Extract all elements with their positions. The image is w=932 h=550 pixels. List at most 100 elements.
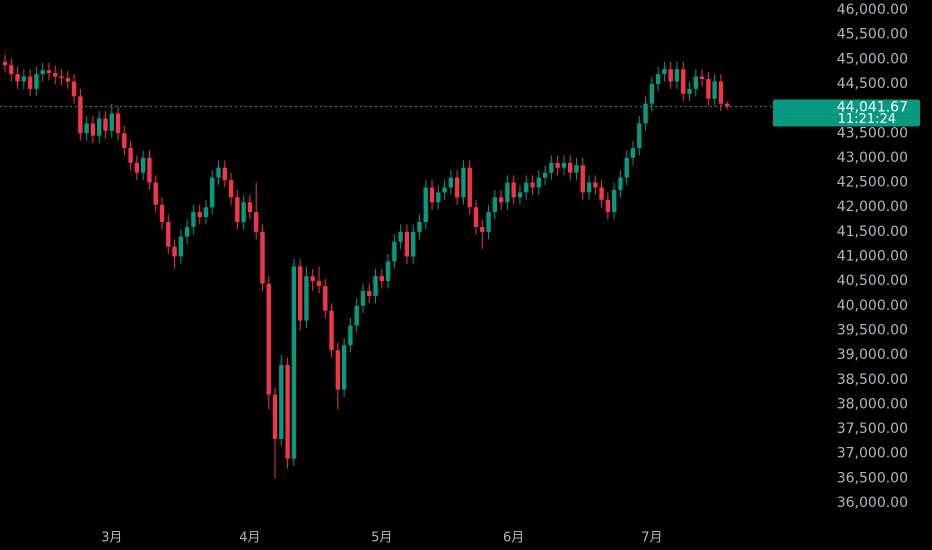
candle-body [461, 167, 466, 198]
candle-body [335, 350, 341, 390]
x-tick-label: 5月 [371, 531, 392, 546]
candle-body [97, 118, 102, 136]
candle-body [404, 231, 410, 257]
x-tick-label: 6月 [503, 531, 524, 546]
candle-body [549, 162, 554, 173]
candle-body [492, 197, 498, 213]
candle-body [304, 276, 309, 321]
candle-body [586, 182, 592, 193]
candle-body [454, 177, 460, 198]
y-tick-label: 40,500.00 [837, 273, 908, 289]
candle-body [316, 281, 322, 287]
candle-body [65, 78, 70, 82]
candle-body [323, 286, 328, 311]
candle-body [605, 199, 611, 213]
candle-body [329, 310, 334, 351]
candle-body [524, 182, 529, 193]
candle-body [184, 226, 190, 237]
candle-body [568, 162, 573, 173]
y-tick-label: 41,000.00 [837, 249, 908, 265]
candle-body [517, 192, 523, 198]
candle-body [593, 182, 598, 188]
candle-body [718, 81, 724, 104]
candle-body [2, 61, 8, 66]
candle-body [40, 70, 45, 75]
candle-body [210, 177, 215, 208]
candle-body [687, 88, 692, 94]
candle-body [153, 182, 158, 205]
y-tick-label: 36,500.00 [837, 470, 908, 486]
candle-body [655, 74, 661, 84]
candle-body [706, 79, 711, 99]
candle-body [178, 236, 184, 257]
candle-body [486, 212, 491, 232]
candle-body [235, 197, 240, 222]
candle-body [712, 81, 717, 99]
candle-body [115, 113, 121, 134]
candle-body [241, 202, 246, 222]
candle-body [310, 276, 315, 282]
candle-body [9, 65, 14, 75]
candle-body [693, 76, 698, 89]
y-tick-label: 42,500.00 [837, 175, 908, 191]
candle-body [480, 226, 485, 232]
candle-body [291, 266, 297, 459]
candle-body [341, 345, 347, 390]
candle-body [699, 76, 705, 80]
candle-body [247, 202, 253, 213]
y-tick-label: 38,000.00 [837, 396, 908, 412]
candle-body [498, 197, 504, 203]
candle-body [134, 162, 140, 173]
candle-body [574, 165, 579, 173]
candle-body [59, 76, 64, 79]
candle-body [203, 207, 209, 218]
y-tick-label: 46,000.00 [837, 2, 908, 18]
candle-body [505, 182, 510, 203]
candle-body [272, 394, 278, 439]
y-tick-label: 37,500.00 [837, 421, 908, 437]
price-box [773, 99, 920, 127]
candle-body [78, 96, 83, 134]
candle-body [367, 291, 372, 296]
candle-body [417, 221, 422, 232]
candle-body [668, 69, 673, 82]
candle-body [637, 123, 642, 149]
candle-body [662, 69, 667, 75]
candle-body [21, 76, 27, 82]
countdown: 11:21:24 [838, 112, 896, 127]
candle-body [103, 118, 108, 131]
candle-body [15, 74, 20, 82]
candle-body [681, 69, 686, 94]
y-tick-label: 41,500.00 [837, 224, 908, 240]
candle-body [159, 204, 165, 222]
candle-body [373, 276, 378, 296]
candle-body [90, 123, 96, 136]
candle-body [442, 187, 447, 193]
candle-body [109, 113, 114, 131]
candle-body [411, 231, 416, 257]
candle-body [511, 182, 516, 198]
candle-body [599, 187, 604, 200]
y-tick-label: 40,000.00 [837, 298, 908, 314]
candle-body [216, 167, 221, 178]
candle-body [285, 364, 290, 459]
candle-body [354, 305, 359, 326]
x-tick-label: 7月 [641, 531, 662, 546]
candle-body [140, 157, 146, 173]
candle-body [348, 325, 353, 346]
candle-body [436, 192, 441, 203]
x-tick-label: 3月 [101, 531, 122, 546]
candle-body [611, 189, 617, 213]
candle-body [385, 261, 391, 282]
y-tick-label: 38,500.00 [837, 372, 908, 388]
candle-body [228, 180, 234, 198]
y-tick-label: 37,000.00 [837, 446, 908, 462]
candle-body [624, 157, 629, 178]
candle-body [398, 231, 403, 242]
x-tick-label: 4月 [239, 531, 260, 546]
candle-body [260, 231, 265, 284]
y-tick-label: 36,000.00 [837, 495, 908, 511]
candle-body [379, 276, 384, 282]
last-price-label: 44,041.67 [837, 100, 908, 116]
